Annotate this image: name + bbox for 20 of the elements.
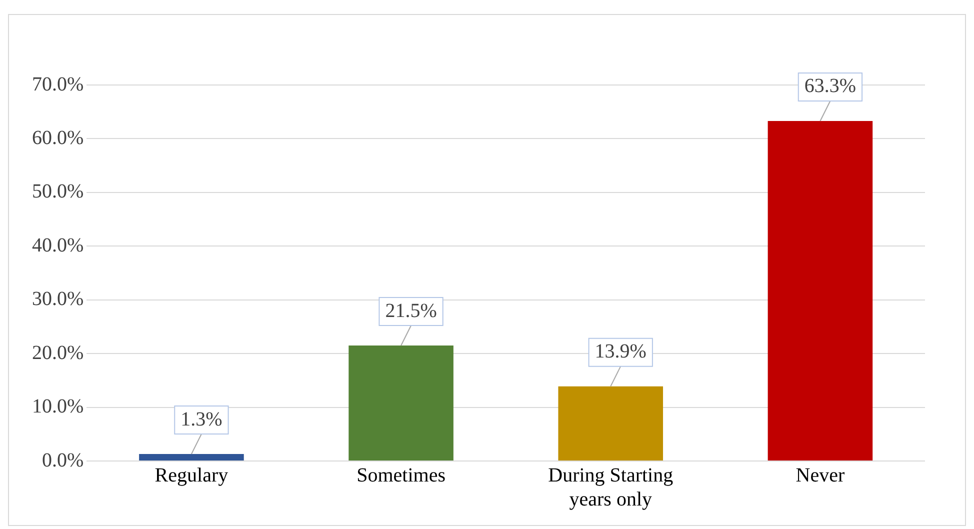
y-tick-label: 0.0% (42, 449, 84, 472)
bar (139, 454, 244, 460)
bar (768, 120, 873, 460)
x-tick-label: During Starting years only (548, 464, 674, 510)
y-tick-label: 70.0% (32, 73, 84, 96)
y-tick-label: 50.0% (32, 180, 84, 203)
x-tick-label: Sometimes (356, 464, 446, 486)
data-label: 21.5% (385, 300, 437, 322)
x-tick-label: Never (796, 464, 845, 486)
data-label: 13.9% (594, 340, 646, 363)
bar (558, 386, 664, 460)
data-label: 1.3% (180, 408, 222, 430)
y-tick-label: 30.0% (32, 288, 84, 310)
y-tick-label: 10.0% (32, 396, 84, 418)
y-tick-label: 60.0% (32, 126, 84, 149)
data-label: 63.3% (804, 75, 856, 98)
y-tick-label: 40.0% (32, 234, 84, 256)
x-tick-label: Regulary (154, 464, 228, 486)
y-tick-label: 20.0% (32, 342, 84, 364)
bar (348, 346, 454, 460)
